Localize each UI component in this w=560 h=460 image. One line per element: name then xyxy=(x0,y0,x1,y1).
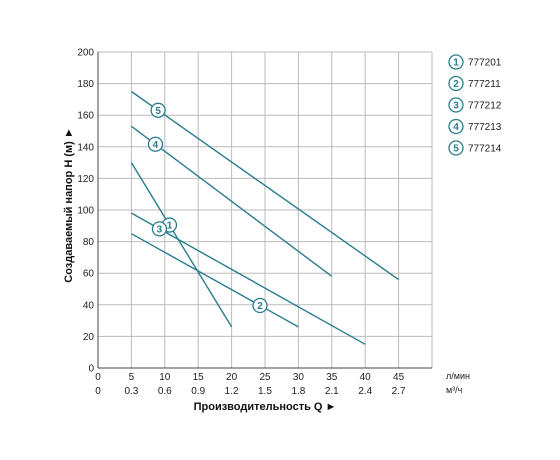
series-marker-3 xyxy=(151,221,168,237)
y-tick-label: 180 xyxy=(77,79,94,90)
x-unit-primary: л/мин xyxy=(446,371,470,381)
x2-tick-label: 0 xyxy=(95,386,101,397)
x-tick-label: 0 xyxy=(95,372,101,383)
series-line-1 xyxy=(130,162,233,328)
legend-marker-label: 4 xyxy=(453,122,459,133)
x2-tick-label: 1.2 xyxy=(225,386,239,397)
x-tick-label: 5 xyxy=(129,372,135,383)
x2-tick-label: 0.9 xyxy=(191,386,205,397)
legend-marker-1 xyxy=(448,54,464,70)
legend-item-label: 777212 xyxy=(468,101,502,112)
y-tick-label: 0 xyxy=(88,364,94,375)
x-tick-label: 35 xyxy=(326,372,338,383)
x-tick-label: 25 xyxy=(259,372,271,383)
series-marker-label: 3 xyxy=(157,224,163,235)
series-marker-5 xyxy=(150,102,166,118)
x-axis-label: Производительность Q ► xyxy=(194,401,337,413)
y-tick-label: 60 xyxy=(83,269,95,280)
y-tick-label: 20 xyxy=(83,332,95,343)
series-line-5 xyxy=(130,90,400,281)
series-line-4 xyxy=(130,125,333,277)
legend-item-label: 777213 xyxy=(468,122,502,133)
series-lines xyxy=(130,90,400,345)
x-tick-labels: 0 5 10 15 20 25 30 35 40 45 xyxy=(95,372,404,383)
x-tick-label: 15 xyxy=(193,372,205,383)
y-tick-label: 80 xyxy=(83,237,95,248)
y-tick-label: 40 xyxy=(83,300,95,311)
axes xyxy=(97,52,432,369)
x2-tick-label: 0.3 xyxy=(124,386,138,397)
y-axis-label: Создаваемый напор H (м) ► xyxy=(63,127,75,282)
x2-tick-label: 1.5 xyxy=(258,386,272,397)
x2-tick-label: 1.8 xyxy=(291,386,305,397)
series-markers: 1 2 3 4 5 xyxy=(147,102,268,314)
series-marker-label: 5 xyxy=(155,106,161,117)
series-marker-2 xyxy=(252,297,268,314)
series-marker-4 xyxy=(147,136,164,152)
legend-marker-5 xyxy=(448,140,464,156)
series-marker-label: 1 xyxy=(167,221,173,232)
legend-marker-label: 2 xyxy=(453,79,459,90)
legend: 1 777201 2 777211 3 777212 4 777213 5 777214 xyxy=(448,54,502,156)
x-tick-label: 45 xyxy=(393,372,405,383)
x-unit-secondary: м³/ч xyxy=(446,385,463,395)
x2-tick-label: 2.4 xyxy=(358,386,372,397)
y-tick-label: 200 xyxy=(77,48,94,59)
y-tick-label: 160 xyxy=(77,111,94,122)
legend-marker-label: 5 xyxy=(453,144,459,155)
x-tick-label: 10 xyxy=(159,372,171,383)
x2-tick-label: 2.7 xyxy=(392,386,406,397)
y-tick-label: 120 xyxy=(77,174,94,185)
legend-item-label: 777214 xyxy=(468,144,502,155)
legend-item-label: 777211 xyxy=(468,79,501,90)
legend-marker-label: 1 xyxy=(453,58,459,69)
series-marker-label: 2 xyxy=(257,301,263,312)
series-line-3 xyxy=(131,212,366,345)
x-tick-label: 30 xyxy=(293,372,305,383)
legend-marker-3 xyxy=(448,97,464,113)
series-line-2 xyxy=(131,233,299,328)
x-tick-label: 20 xyxy=(226,372,238,383)
legend-marker-2 xyxy=(448,75,464,92)
legend-item-label: 777201 xyxy=(468,58,502,69)
x2-tick-labels: 0 0.3 0.6 0.9 1.2 1.5 1.8 2.1 2.4 2.7 xyxy=(95,386,406,397)
grid xyxy=(97,51,433,369)
legend-marker-label: 3 xyxy=(453,101,459,112)
y-tick-labels: 0 20 40 60 80 100 120 140 160 180 200 xyxy=(77,48,94,375)
x2-tick-label: 0.6 xyxy=(158,386,172,397)
series-marker-label: 4 xyxy=(153,140,159,151)
y-tick-label: 100 xyxy=(77,206,94,217)
legend-marker-4 xyxy=(448,118,464,135)
y-tick-label: 140 xyxy=(77,142,94,153)
x2-tick-label: 2.1 xyxy=(325,386,339,397)
x-tick-label: 40 xyxy=(360,372,372,383)
